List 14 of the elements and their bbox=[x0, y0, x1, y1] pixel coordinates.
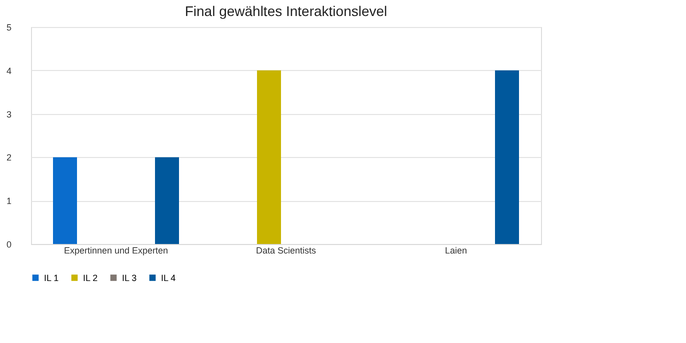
legend-label: IL 1 bbox=[44, 272, 59, 283]
legend-label: IL 4 bbox=[161, 272, 176, 283]
y-tick-label: 3 bbox=[6, 109, 12, 120]
x-tick-label: Laien bbox=[444, 246, 468, 256]
x-tick-label: Data Scientists bbox=[256, 246, 317, 256]
legend-label: IL 3 bbox=[122, 272, 137, 283]
y-tick-label: 2 bbox=[6, 152, 12, 163]
legend-label: IL 2 bbox=[83, 272, 98, 283]
y-tick-label: 1 bbox=[6, 196, 12, 206]
chart-title: Final gewähltes Interaktionslevel bbox=[184, 3, 388, 19]
y-tick-label: 0 bbox=[6, 240, 12, 250]
y-tick-label: 5 bbox=[6, 22, 12, 32]
y-tick-label: 4 bbox=[6, 66, 12, 76]
x-tick-label: Expertinnen und Experten bbox=[64, 246, 168, 256]
